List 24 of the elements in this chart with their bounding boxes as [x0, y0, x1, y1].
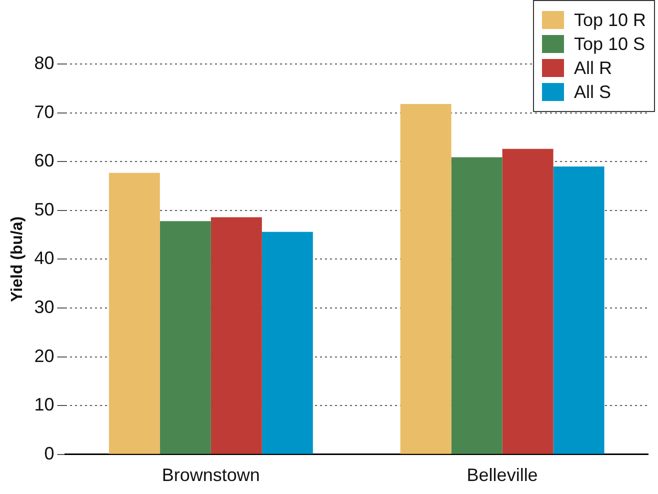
- y-tick-label: 70: [34, 102, 54, 122]
- bar: [502, 148, 554, 454]
- bar: [553, 166, 604, 454]
- y-tick-label: 10: [34, 394, 54, 415]
- y-tick-label: 0: [44, 443, 54, 464]
- y-tick-label: 80: [34, 52, 54, 73]
- y-tick-label: 30: [34, 296, 54, 317]
- y-tick-label: 40: [34, 248, 54, 268]
- bar: [108, 172, 160, 454]
- bar: [160, 221, 211, 454]
- y-tick-label: 60: [34, 150, 54, 171]
- x-tick-label: Brownstown: [162, 465, 260, 486]
- y-tick-label: 20: [34, 346, 54, 366]
- legend-label: Top 10 S: [574, 34, 646, 54]
- x-tick-label: Belleville: [466, 465, 538, 486]
- y-tick-label: 50: [34, 199, 54, 220]
- bar: [210, 217, 262, 454]
- bar: [262, 232, 313, 454]
- legend-label: All S: [574, 82, 611, 102]
- bar: [451, 157, 502, 454]
- y-axis-title: Yield (bu/a): [9, 216, 26, 302]
- bar: [400, 104, 452, 454]
- legend-label: Top 10 R: [574, 10, 646, 30]
- legend-label: All R: [574, 58, 612, 78]
